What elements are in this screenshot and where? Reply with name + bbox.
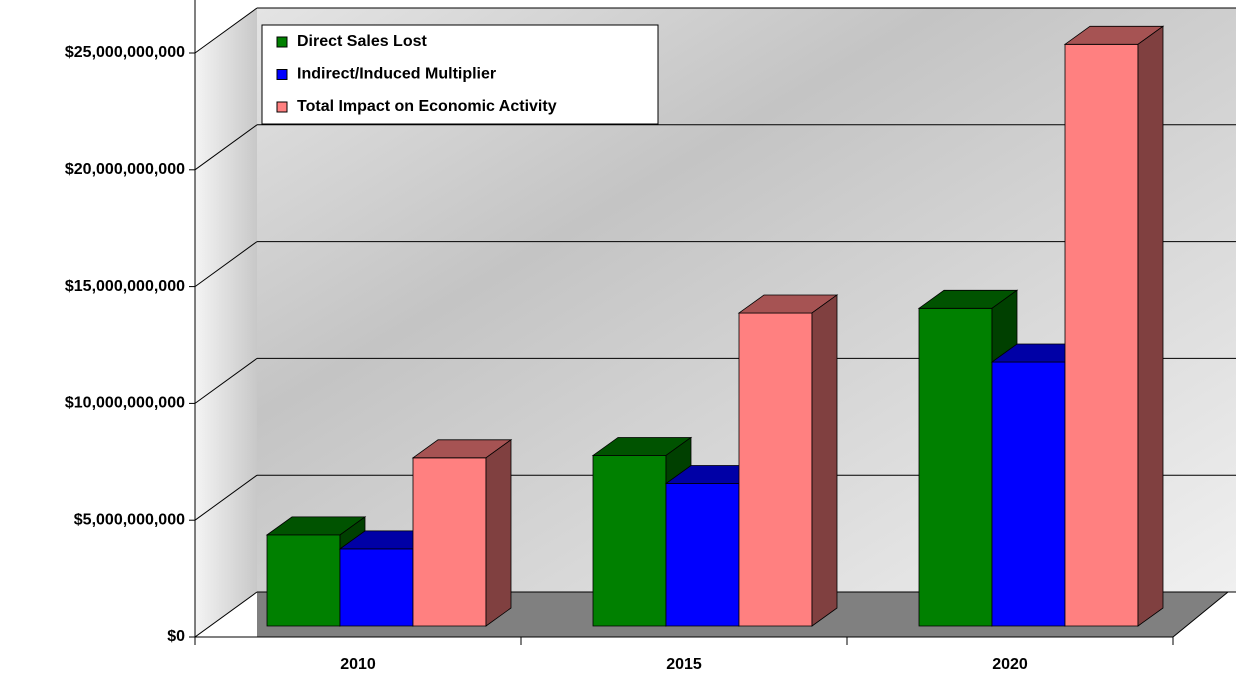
bar-front	[738, 312, 813, 627]
side-wall	[195, 8, 257, 637]
floor-edge	[1172, 591, 1229, 638]
y-tick-label: $15,000,000,000	[65, 278, 185, 295]
bar-front	[339, 548, 414, 627]
x-tick-label: 2020	[992, 656, 1028, 673]
legend-label: Direct Sales Lost	[297, 33, 428, 50]
legend-label: Indirect/Induced Multiplier	[297, 66, 496, 83]
legend-swatch	[276, 101, 288, 113]
grid-line	[194, 357, 258, 404]
legend-label: Total Impact on Economic Activity	[297, 98, 557, 115]
bar	[411, 439, 513, 627]
x-tick-label: 2010	[340, 656, 376, 673]
x-tick-label: 2015	[666, 656, 702, 673]
bar	[1063, 25, 1165, 627]
y-tick-label: $5,000,000,000	[74, 511, 185, 528]
legend-box	[261, 24, 659, 125]
bar-front	[665, 483, 740, 627]
bar-front	[412, 457, 487, 627]
grid-line	[194, 474, 258, 521]
bar-front	[991, 361, 1066, 627]
grid-line	[194, 241, 258, 288]
bar-side	[485, 439, 512, 627]
grid-line	[194, 591, 258, 638]
grid-line	[194, 7, 258, 54]
legend-swatch	[276, 36, 288, 48]
y-tick-label: $0	[167, 628, 185, 645]
bar-front	[918, 307, 993, 627]
bar-front	[266, 534, 341, 627]
bar-front	[592, 455, 667, 627]
legend-swatch	[276, 69, 288, 80]
y-tick-label: $10,000,000,000	[65, 395, 185, 412]
y-tick-label: $20,000,000,000	[65, 161, 185, 178]
bar	[737, 294, 839, 627]
bar-side	[811, 294, 838, 627]
y-tick-label: $25,000,000,000	[65, 44, 185, 61]
grid-line	[194, 124, 258, 171]
bar-front	[1064, 43, 1139, 627]
bar-side	[1137, 25, 1164, 627]
